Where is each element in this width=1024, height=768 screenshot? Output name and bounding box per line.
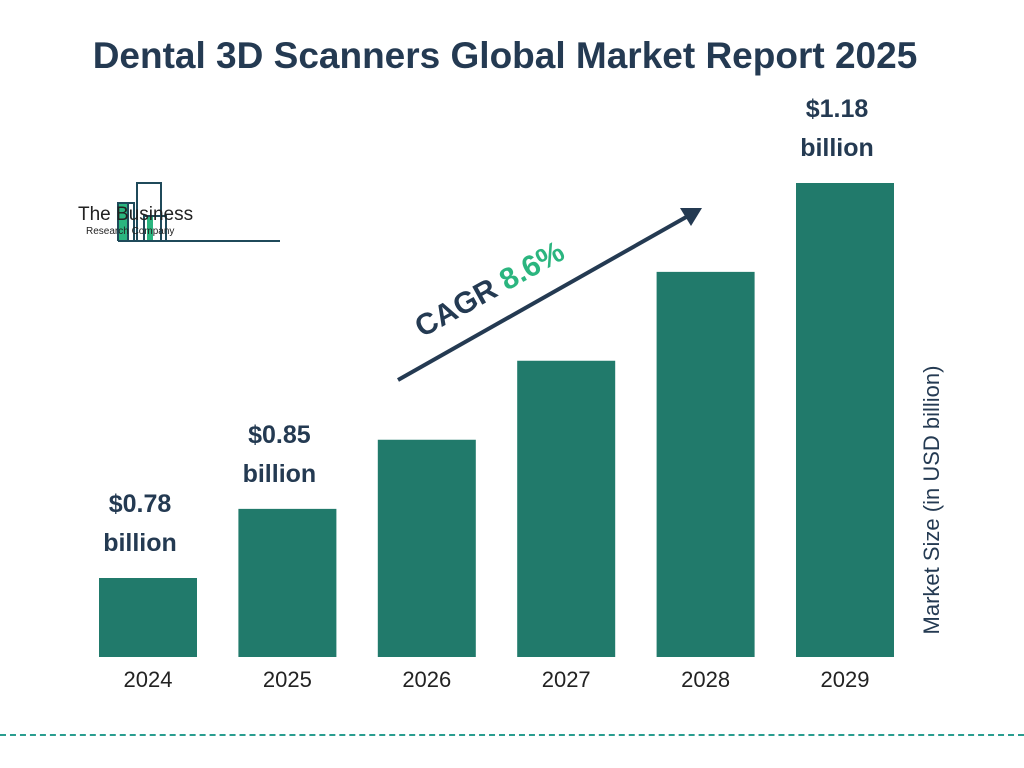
x-tick-label: 2027: [542, 667, 591, 692]
chart-title: Dental 3D Scanners Global Market Report …: [92, 35, 918, 76]
logo-text-line1: The Business: [78, 204, 194, 225]
company-logo: The Business Research Company: [78, 180, 288, 250]
trend-arrow: [397, 214, 689, 382]
x-tick-label: 2029: [821, 667, 870, 692]
bar-2028: [656, 271, 755, 657]
data-label-value: $0.85: [248, 421, 311, 449]
y-axis-label: Market Size (in USD billion): [919, 365, 944, 635]
bar-2029: [796, 183, 894, 657]
trend-arrowhead: [680, 208, 702, 226]
bar-2027: [517, 360, 616, 657]
x-tick-label: 2026: [402, 667, 451, 692]
logo-buildings-icon: [117, 182, 280, 242]
bar-2025: [238, 508, 337, 657]
data-label-value: $0.78: [109, 490, 172, 518]
x-tick-label: 2024: [124, 667, 173, 692]
x-tick-label: 2028: [681, 667, 730, 692]
x-tick-label: 2025: [263, 667, 312, 692]
data-label-unit: billion: [103, 529, 177, 557]
logo-text-line2: Research Company: [86, 226, 175, 237]
divider-line: [0, 734, 1024, 736]
data-label-unit: billion: [243, 460, 317, 488]
data-label-unit: billion: [800, 134, 874, 162]
bar-2026: [377, 439, 476, 657]
bar-2024: [99, 578, 197, 657]
data-label-value: $1.18: [806, 95, 869, 123]
